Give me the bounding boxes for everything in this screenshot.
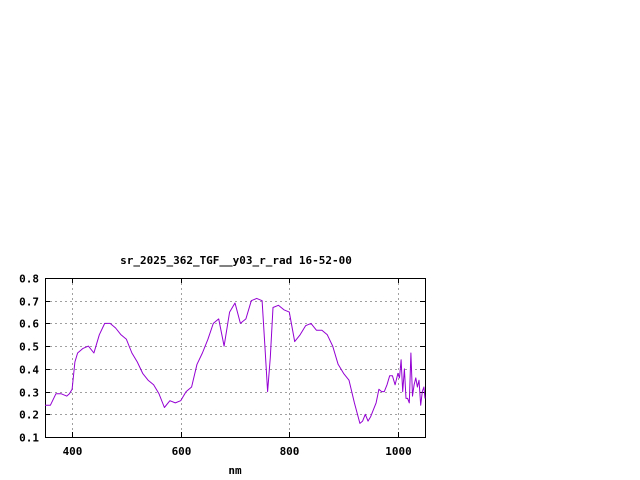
y-axis-tick-labels: 0.1 0.2 0.3 0.4 0.5 0.6 0.7 0.8 (19, 273, 39, 445)
y-tick-label: 0.7 (19, 296, 39, 309)
y-tick-label: 0.3 (19, 387, 39, 400)
y-tick-label: 0.8 (19, 273, 39, 286)
chart-title: sr_2025_362_TGF__y03_r_rad 16-52-00 (120, 254, 352, 267)
plot-frame (45, 278, 426, 438)
y-tick-label: 0.5 (19, 341, 39, 354)
x-tick-label: 600 (172, 445, 192, 458)
y-tick-label: 0.6 (19, 318, 39, 331)
x-axis-tick-labels: 400 600 800 1000 (63, 445, 412, 458)
series-layer (45, 297, 426, 424)
series-line-1 (45, 297, 426, 424)
y-tick-label: 0.4 (19, 364, 39, 377)
x-tick-label: 800 (280, 445, 300, 458)
y-tick-label: 0.2 (19, 409, 39, 422)
grid (45, 278, 425, 437)
x-axis-label: nm (228, 464, 242, 477)
y-tick-label: 0.1 (19, 432, 39, 445)
x-tick-label: 1000 (385, 445, 412, 458)
x-tick-label: 400 (63, 445, 83, 458)
